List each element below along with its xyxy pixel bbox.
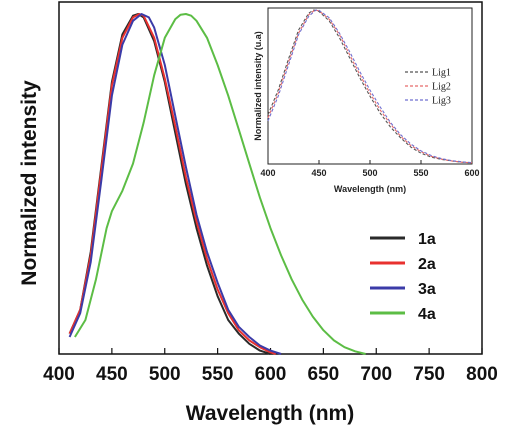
main-legend: 1a 2a 3a 4a [370, 231, 436, 323]
main-x-tick-label: 600 [255, 364, 287, 385]
series-line-3a [68, 13, 282, 355]
inset-legend: Lig1 Lig2 Lig3 [405, 68, 451, 107]
inset-series-line-Lig1 [267, 9, 473, 164]
inset-x-tick-label: 450 [311, 168, 326, 178]
main-x-ticks: 400 450 500 550 600 650 700 750 800 [43, 348, 498, 385]
legend-label-4a: 4a [418, 306, 436, 323]
legend-label-1a: 1a [418, 231, 436, 248]
main-x-tick-label: 800 [466, 364, 498, 385]
legend-label-2a: 2a [418, 256, 436, 273]
inset-legend-label-Lig3: Lig3 [432, 96, 451, 107]
inset-legend-label-Lig1: Lig1 [432, 68, 451, 79]
main-x-tick-label: 500 [149, 364, 181, 385]
inset-series-line-Lig3 [267, 9, 473, 164]
main-x-tick-label: 400 [43, 364, 75, 385]
main-x-tick-label: 700 [360, 364, 392, 385]
series-line-2a [68, 13, 277, 355]
inset-x-tick-label: 600 [464, 168, 479, 178]
inset-plot-frame [267, 7, 473, 165]
inset-series-group [267, 9, 473, 164]
main-series-group [68, 13, 366, 355]
series-line-4a [74, 13, 366, 355]
inset-legend-label-Lig2: Lig2 [432, 82, 451, 93]
inset-x-tick-label: 400 [260, 168, 275, 178]
main-y-axis-title: Normalized intensity [18, 80, 41, 286]
inset-x-axis-title: Wavelength (nm) [334, 184, 406, 194]
main-x-tick-label: 750 [413, 364, 445, 385]
inset-x-tick-label: 550 [413, 168, 428, 178]
main-x-tick-label: 450 [96, 364, 128, 385]
main-x-tick-label: 550 [202, 364, 234, 385]
legend-label-3a: 3a [418, 281, 436, 298]
inset-x-ticks: 400 450 500 550 600 [260, 160, 480, 178]
main-x-axis-title: Wavelength (nm) [186, 402, 354, 425]
inset-x-tick-label: 500 [362, 168, 377, 178]
inset-y-axis-title: Normalized intensity (u.a) [253, 31, 263, 141]
inset-series-line-Lig2 [267, 9, 473, 164]
main-x-tick-label: 650 [308, 364, 340, 385]
